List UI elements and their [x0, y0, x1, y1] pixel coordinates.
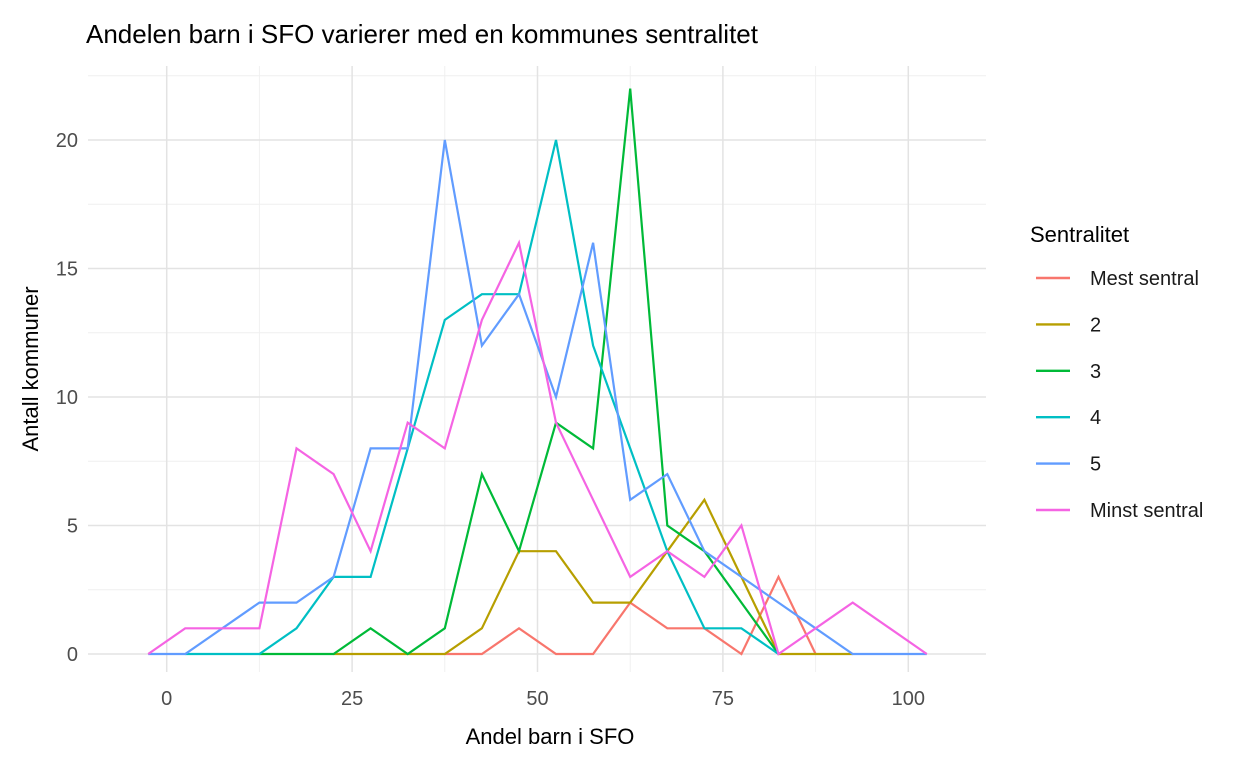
legend-item: 5 [1036, 454, 1101, 476]
series-lines [147, 88, 928, 656]
y-tick-label: 0 [67, 644, 78, 666]
chart-title: Andelen barn i SFO varierer med en kommu… [86, 19, 759, 49]
legend-item: Mest sentral [1036, 268, 1199, 290]
gridlines-major [88, 66, 986, 672]
legend-item: 2 [1036, 314, 1101, 336]
x-tick-label: 100 [892, 688, 925, 710]
legend-label: 4 [1090, 407, 1101, 429]
legend-label: 3 [1090, 361, 1101, 383]
legend-label: Mest sentral [1090, 268, 1199, 290]
legend-item: 4 [1036, 407, 1101, 429]
x-tick-label: 50 [526, 688, 548, 710]
series-line-2 [333, 497, 853, 656]
legend-title: Sentralitet [1030, 222, 1129, 247]
x-tick-label: 0 [161, 688, 172, 710]
legend-item: 3 [1036, 361, 1101, 383]
series-line-minst-sentral [147, 239, 928, 656]
legend-item: Minst sentral [1036, 500, 1203, 522]
axis-tick-labels: 0 25 50 75 100 0 5 10 15 20 [56, 130, 925, 710]
y-tick-label: 15 [56, 259, 78, 281]
series-line-5 [148, 139, 927, 656]
legend-label: 5 [1090, 454, 1101, 476]
series-line-3 [259, 88, 780, 656]
x-axis-title: Andel barn i SFO [466, 724, 635, 749]
y-tick-label: 20 [56, 130, 78, 152]
y-tick-label: 5 [67, 516, 78, 538]
legend: Mest sentral 2 3 4 5 Minst sentral [1036, 268, 1203, 522]
legend-label: Minst sentral [1090, 500, 1203, 522]
series-line-4 [185, 139, 780, 656]
y-tick-label: 10 [56, 387, 78, 409]
x-tick-label: 25 [341, 688, 363, 710]
y-axis-title: Antall kommuner [18, 286, 43, 451]
x-tick-label: 75 [712, 688, 734, 710]
legend-label: 2 [1090, 314, 1101, 336]
